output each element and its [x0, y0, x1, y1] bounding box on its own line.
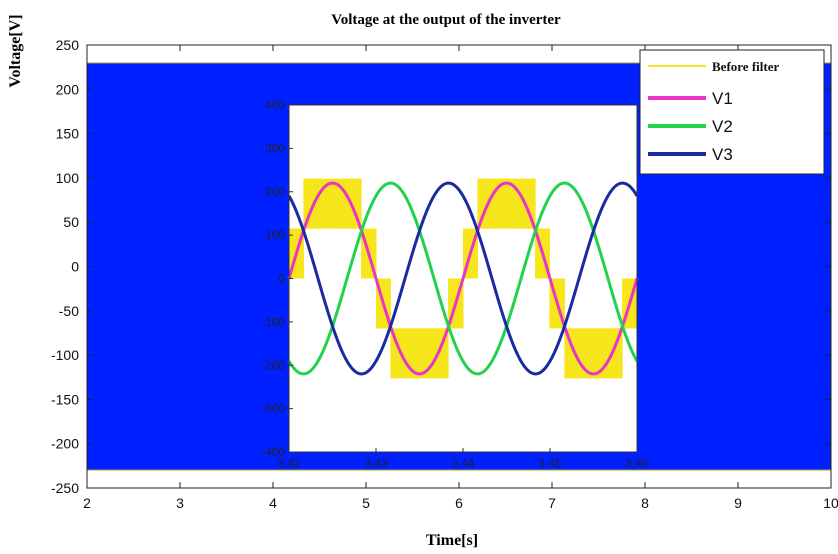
inset-y-tick-label: 0: [278, 272, 285, 286]
y-tick-label: 200: [56, 81, 80, 97]
inset-y-tick-label: 300: [265, 141, 285, 155]
y-tick-label: 250: [56, 37, 80, 53]
y-tick-label: 0: [71, 259, 79, 275]
x-tick-label: 7: [548, 495, 556, 511]
y-tick-label: 50: [63, 214, 79, 230]
legend: Before filter V1 V2 V3: [639, 49, 825, 175]
x-tick-label: 2: [83, 495, 91, 511]
x-tick-label: 6: [455, 495, 463, 511]
inset-x-tick-label: 3.43: [364, 456, 388, 470]
inset-x-tick-label: 3.42: [277, 456, 301, 470]
inset-y-tick-label: 400: [265, 98, 285, 112]
chart-title: Voltage at the output of the inverter: [331, 12, 561, 28]
inset-x-tick-label: 3.44: [451, 456, 475, 470]
inset-y-tick-label: -300: [261, 402, 285, 416]
legend-label-v2: V2: [712, 117, 733, 136]
x-axis-label: Time[s]: [426, 532, 478, 549]
y-tick-label: 150: [56, 126, 80, 142]
x-tick-label: 8: [641, 495, 649, 511]
y-axis-label: Voltage[V]: [7, 14, 24, 87]
inset-y-tick-label: -200: [261, 358, 285, 372]
legend-label-v1: V1: [712, 89, 733, 108]
inset-x-tick-label: 3.46: [625, 456, 649, 470]
x-tick-label: 3: [176, 495, 184, 511]
inset-y-tick-label: -100: [261, 315, 285, 329]
x-tick-label: 10: [823, 495, 838, 511]
y-tick-label: -150: [51, 391, 79, 407]
legend-label-v3: V3: [712, 145, 733, 164]
series-v1-line: [287, 181, 639, 376]
y-tick-label: -200: [51, 436, 79, 452]
series-v3-line: [287, 181, 639, 376]
inset-y-tick-label: 100: [265, 228, 285, 242]
x-tick-label: 4: [269, 495, 277, 511]
series-v2-line: [287, 181, 639, 376]
inset-x-tick-label: 3.45: [538, 456, 562, 470]
y-tick-label: -100: [51, 347, 79, 363]
inset-y-tick-label: -400: [261, 445, 285, 459]
x-tick-label: 9: [734, 495, 742, 511]
y-tick-label: -250: [51, 480, 79, 496]
y-tick-label: 100: [56, 170, 80, 186]
legend-label-before-filter: Before filter: [712, 59, 779, 74]
inset-y-tick-label: 200: [265, 185, 285, 199]
y-tick-label: -50: [59, 303, 79, 319]
x-tick-label: 5: [362, 495, 370, 511]
